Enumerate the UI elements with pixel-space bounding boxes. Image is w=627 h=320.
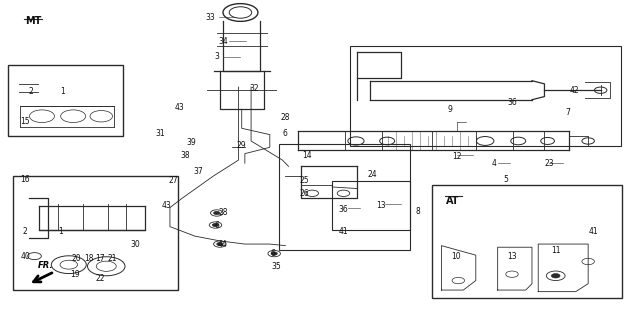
Bar xyxy=(279,144,410,251)
Text: 39: 39 xyxy=(187,138,197,147)
Text: 7: 7 xyxy=(566,108,571,117)
Text: 40: 40 xyxy=(20,252,30,261)
Text: 21: 21 xyxy=(108,254,117,263)
Text: 31: 31 xyxy=(155,129,166,138)
Text: 23: 23 xyxy=(545,159,554,168)
Text: 36: 36 xyxy=(339,205,349,214)
Text: 42: 42 xyxy=(569,86,579,95)
Text: 28: 28 xyxy=(281,113,290,122)
Text: 17: 17 xyxy=(95,254,105,263)
Text: 24: 24 xyxy=(368,170,377,179)
Text: 29: 29 xyxy=(237,141,246,150)
Text: 35: 35 xyxy=(271,262,281,271)
Bar xyxy=(13,176,178,290)
Text: 36: 36 xyxy=(507,99,517,108)
Text: 15: 15 xyxy=(20,117,30,126)
Text: 38: 38 xyxy=(181,151,191,160)
Text: 2: 2 xyxy=(23,227,28,236)
Text: 34: 34 xyxy=(218,36,228,45)
Text: 10: 10 xyxy=(451,252,461,261)
Text: 19: 19 xyxy=(70,270,80,279)
Circle shape xyxy=(214,212,220,215)
Circle shape xyxy=(213,223,219,227)
Text: 33: 33 xyxy=(206,13,216,22)
Circle shape xyxy=(217,243,223,246)
Text: 28: 28 xyxy=(218,208,228,217)
Text: 16: 16 xyxy=(20,174,30,184)
Text: 37: 37 xyxy=(193,167,203,176)
Text: 43: 43 xyxy=(162,202,172,211)
Bar xyxy=(432,185,623,298)
Text: 8: 8 xyxy=(416,207,421,216)
Text: 11: 11 xyxy=(551,246,561,255)
Text: 12: 12 xyxy=(452,152,462,161)
Bar xyxy=(350,46,621,146)
Text: 22: 22 xyxy=(95,274,105,283)
Text: 3: 3 xyxy=(214,52,219,61)
Text: 30: 30 xyxy=(130,240,140,249)
Text: 41: 41 xyxy=(588,227,598,236)
Text: FR.: FR. xyxy=(38,261,53,270)
Text: 18: 18 xyxy=(84,254,93,263)
Bar xyxy=(332,180,410,230)
Text: 13: 13 xyxy=(507,252,517,261)
Text: 44: 44 xyxy=(218,240,228,249)
Text: 9: 9 xyxy=(447,105,452,114)
Text: 6: 6 xyxy=(270,249,275,258)
Text: 6: 6 xyxy=(283,129,288,138)
Text: 41: 41 xyxy=(339,227,348,236)
Text: 20: 20 xyxy=(71,254,81,263)
Text: 5: 5 xyxy=(503,174,508,184)
Bar xyxy=(8,65,123,136)
Circle shape xyxy=(551,274,560,278)
Text: AT: AT xyxy=(446,196,460,206)
Text: 27: 27 xyxy=(168,176,178,185)
Text: 1: 1 xyxy=(60,87,65,96)
Text: 6: 6 xyxy=(214,220,219,229)
Text: 13: 13 xyxy=(376,201,386,210)
Text: 14: 14 xyxy=(302,151,312,160)
Text: 25: 25 xyxy=(299,176,309,185)
Text: MT: MT xyxy=(25,16,41,26)
Circle shape xyxy=(271,252,277,255)
Text: 1: 1 xyxy=(58,227,63,236)
Text: 43: 43 xyxy=(174,103,184,112)
Text: 2: 2 xyxy=(29,87,34,96)
Text: 4: 4 xyxy=(492,159,497,168)
Text: 26: 26 xyxy=(299,189,309,198)
Text: 32: 32 xyxy=(250,84,259,93)
